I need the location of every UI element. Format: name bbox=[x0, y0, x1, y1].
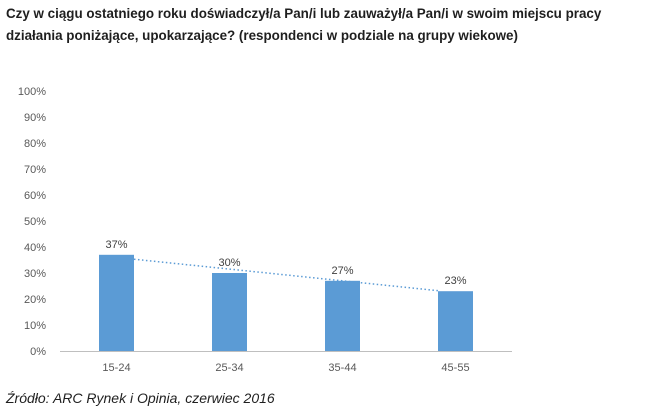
x-tick-label-25-34: 25-34 bbox=[215, 362, 243, 374]
source-note: Źródło: ARC Rynek i Opinia, czerwiec 201… bbox=[6, 390, 275, 406]
data-label-15-24: 37% bbox=[105, 239, 127, 251]
y-tick-label: 90% bbox=[24, 112, 46, 124]
x-tick-label-35-44: 35-44 bbox=[328, 362, 356, 374]
y-tick-label: 10% bbox=[24, 320, 46, 332]
y-tick-label: 100% bbox=[18, 86, 46, 98]
y-tick-label: 70% bbox=[24, 164, 46, 176]
bar-15-24 bbox=[99, 254, 134, 351]
y-tick-label: 60% bbox=[24, 190, 46, 202]
bar-25-34 bbox=[212, 273, 247, 351]
trendline bbox=[133, 258, 439, 292]
data-label-45-55: 23% bbox=[444, 275, 466, 287]
x-tick-label-45-55: 45-55 bbox=[441, 362, 469, 374]
x-tick-label-15-24: 15-24 bbox=[102, 362, 130, 374]
chart-title: Czy w ciągu ostatniego roku doświadczył/… bbox=[6, 6, 602, 43]
y-tick-label: 0% bbox=[30, 346, 46, 358]
data-label-35-44: 27% bbox=[331, 265, 353, 277]
bar-45-55 bbox=[438, 291, 473, 351]
y-tick-label: 80% bbox=[24, 138, 46, 150]
y-tick-label: 20% bbox=[24, 294, 46, 306]
y-tick-label: 30% bbox=[24, 268, 46, 280]
y-tick-label: 40% bbox=[24, 242, 46, 254]
data-label-25-34: 30% bbox=[218, 257, 240, 269]
bar-35-44 bbox=[325, 280, 360, 351]
y-tick-label: 50% bbox=[24, 216, 46, 228]
